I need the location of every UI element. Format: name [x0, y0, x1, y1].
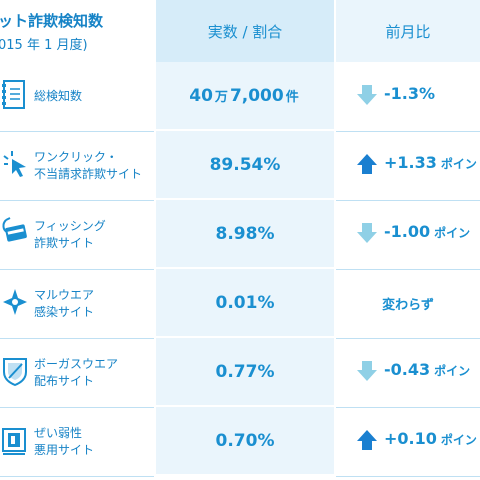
table-title: ット詐欺検知数 [0, 12, 104, 30]
row-change: -1.00 ポイン [336, 200, 480, 270]
change-number: -0.43 [384, 360, 431, 379]
change-unchanged: 変わらず [382, 298, 434, 313]
row-label-cell: 総検知数 [0, 62, 154, 132]
value-unit-2: 件 [285, 90, 299, 105]
fishing-card-icon [0, 216, 30, 250]
table-row-bogusware: ボーガスウエア 配布サイト 0.77% -0.43 ポイン [0, 338, 480, 408]
change-unit: ポイン [440, 433, 477, 447]
shield-icon [0, 354, 30, 388]
row-value: 89.54% [156, 131, 334, 200]
change-value: -0.43 ポイン [384, 360, 470, 379]
arrow-up-icon [356, 153, 378, 175]
arrow-down-icon [356, 84, 378, 106]
row-label-line-1: フィッシング [34, 219, 106, 233]
column-header-value: 実数 / 割合 [156, 0, 334, 62]
table-row-phishing: フィッシング 詐欺サイト 8.98% -1.00 ポイン [0, 200, 480, 270]
arrow-up-icon [356, 429, 378, 451]
row-value: 0.70% [156, 407, 334, 476]
change-number: +0.10 [384, 429, 437, 448]
row-label-line-1: ぜい弱性 [34, 426, 83, 440]
arrow-down-icon [356, 222, 378, 244]
row-change: +0.10 ポイン [336, 407, 480, 477]
table-corner: ット詐欺検知数 015 年 1 月度) [0, 0, 154, 62]
row-label-cell: ボーガスウエア 配布サイト [0, 338, 154, 408]
arrow-down-icon [356, 360, 378, 382]
cursor-click-icon [0, 147, 30, 181]
row-label-line-2: 悪用サイト [34, 443, 95, 457]
row-label-cell: ワンクリック・ 不当請求詐欺サイト [0, 131, 154, 201]
row-label-line-2: 感染サイト [34, 305, 95, 319]
table-row-total: 総検知数 40 万 7,000 件 -1.3% [0, 62, 480, 132]
change-value: +1.33 ポイン [384, 153, 477, 172]
table-row-one-click: ワンクリック・ 不当請求詐欺サイト 89.54% +1.33 ポイン [0, 131, 480, 201]
row-label: ぜい弱性 悪用サイト [34, 425, 94, 459]
row-change: 変わらず [336, 269, 480, 339]
row-label-line-2: 不当請求詐欺サイト [34, 167, 143, 181]
change-number: +1.33 [384, 153, 437, 172]
malware-virus-icon [0, 285, 30, 319]
vulnerable-monitor-icon [0, 423, 30, 457]
row-label-line-2: 配布サイト [34, 374, 95, 388]
row-change: -0.43 ポイン [336, 338, 480, 408]
change-value: +0.10 ポイン [384, 429, 477, 448]
row-label: 総検知数 [34, 89, 83, 103]
value-number-2: 7,000 [229, 85, 284, 106]
change-unit: ポイン [434, 226, 471, 240]
row-label-line-1: ボーガスウエア [34, 357, 119, 371]
document-icon [0, 78, 30, 112]
value-number-1: 40 [189, 85, 213, 106]
row-value: 0.01% [156, 269, 334, 338]
change-value: -1.3% [384, 84, 436, 103]
row-value: 40 万 7,000 件 [156, 62, 334, 131]
row-label-cell: フィッシング 詐欺サイト [0, 200, 154, 270]
row-label: ボーガスウエア 配布サイト [34, 356, 118, 390]
table-row-vulnerability: ぜい弱性 悪用サイト 0.70% +0.10 ポイン [0, 407, 480, 477]
row-label: マルウエア 感染サイト [34, 287, 94, 321]
table-row-malware: マルウエア 感染サイト 0.01% 変わらず [0, 269, 480, 339]
change-number: -1.00 [384, 222, 431, 241]
row-label-cell: ぜい弱性 悪用サイト [0, 407, 154, 477]
row-label-line-2: 詐欺サイト [34, 236, 95, 250]
change-unit: ポイン [434, 364, 471, 378]
row-change: +1.33 ポイン [336, 131, 480, 201]
column-header-change: 前月比 [336, 0, 480, 62]
row-label-cell: マルウエア 感染サイト [0, 269, 154, 339]
change-value: -1.00 ポイン [384, 222, 470, 241]
row-label-line-1: ワンクリック・ [34, 150, 118, 164]
row-change: -1.3% [336, 62, 480, 132]
row-value: 8.98% [156, 200, 334, 269]
row-label: フィッシング 詐欺サイト [34, 218, 106, 252]
value-unit-1: 万 [214, 90, 228, 105]
table-period: 015 年 1 月度) [0, 38, 88, 53]
row-label: ワンクリック・ 不当請求詐欺サイト [34, 149, 142, 183]
row-label-line-1: マルウエア [34, 288, 95, 302]
row-value: 0.77% [156, 338, 334, 407]
change-unit: ポイン [440, 157, 477, 171]
